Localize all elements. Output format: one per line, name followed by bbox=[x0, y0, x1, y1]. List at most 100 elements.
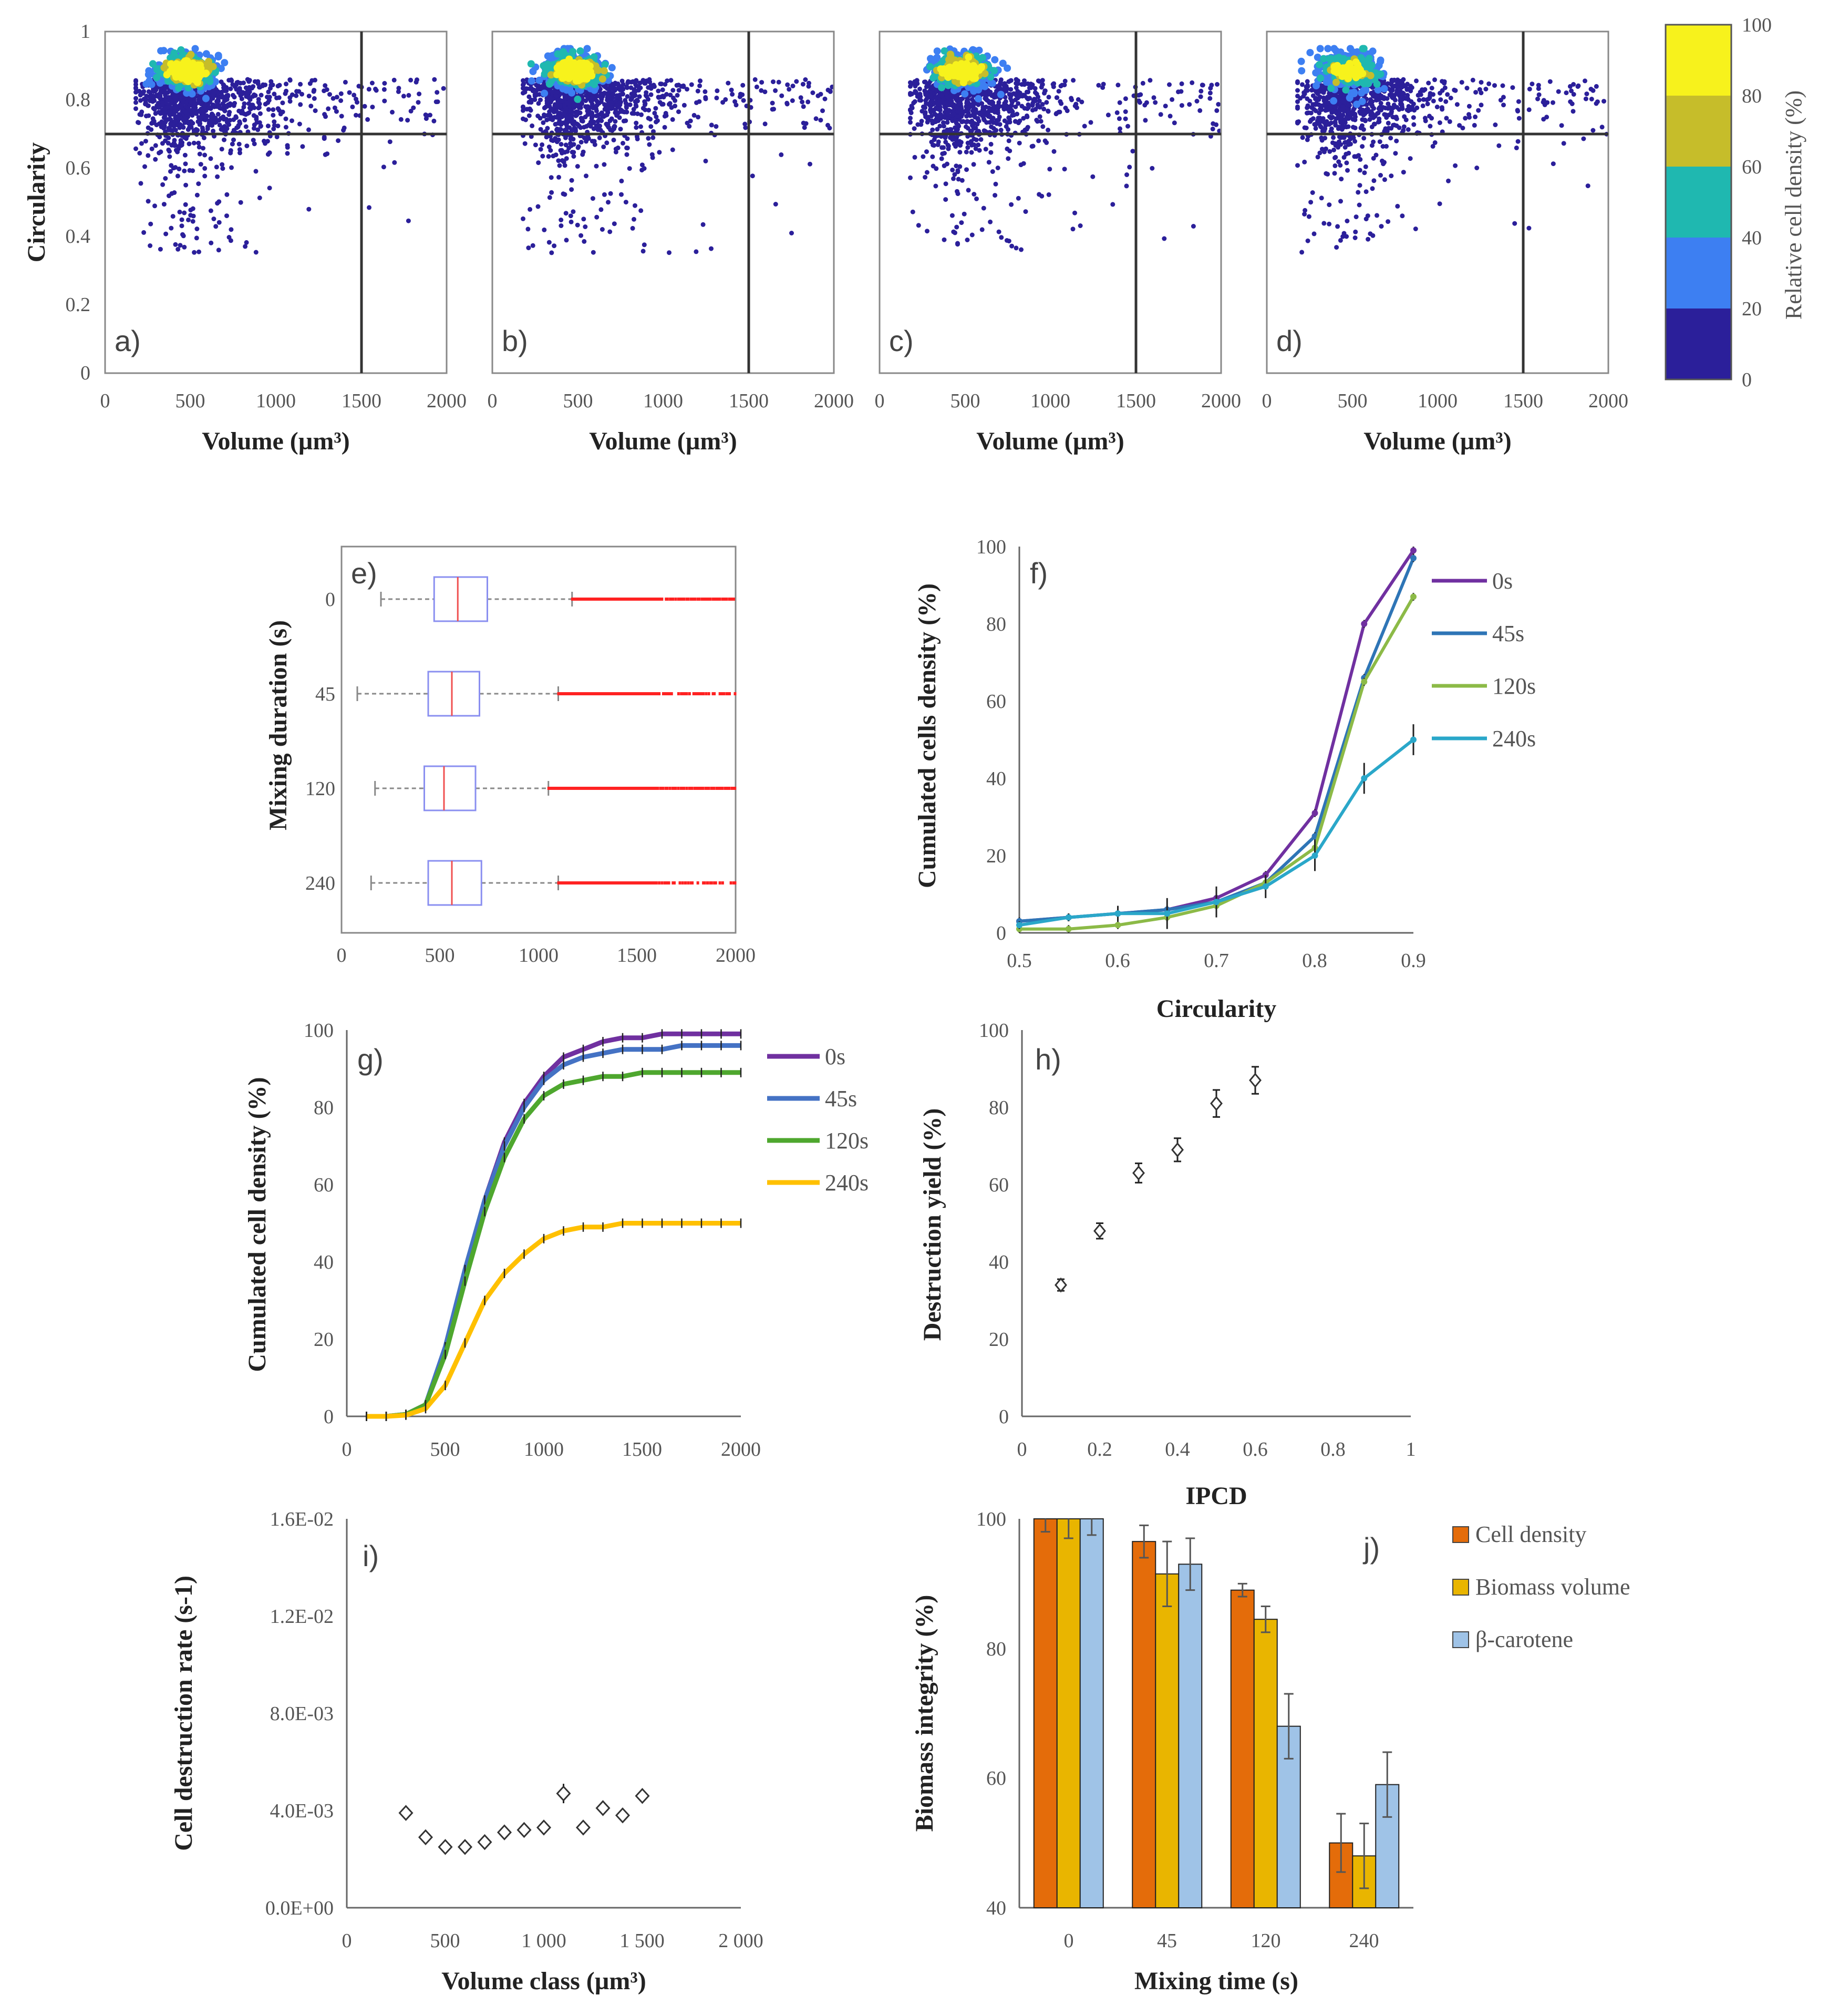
density-point bbox=[170, 49, 178, 57]
scatter-point bbox=[1153, 100, 1158, 105]
scatter-point bbox=[202, 152, 208, 158]
scatter-point bbox=[689, 82, 694, 87]
scatter-point bbox=[215, 174, 220, 179]
scatter-point bbox=[283, 125, 288, 130]
scatter-point bbox=[916, 223, 921, 228]
scatter-point bbox=[946, 108, 952, 113]
scatter-point bbox=[526, 113, 532, 118]
scatter-point bbox=[387, 139, 392, 145]
scatter-point bbox=[233, 114, 239, 119]
scatter-point bbox=[584, 173, 588, 179]
scatter-point bbox=[1039, 193, 1045, 199]
scatter-point bbox=[1046, 109, 1051, 114]
scatter-point bbox=[208, 121, 213, 127]
scatter-point bbox=[670, 88, 676, 93]
scatter-point bbox=[1198, 94, 1203, 99]
scatter-point bbox=[982, 108, 987, 114]
scatter-point bbox=[1124, 183, 1129, 189]
scatter-point bbox=[243, 124, 249, 129]
scatter-point bbox=[957, 150, 963, 155]
scatter-point bbox=[163, 231, 169, 236]
scatter-point bbox=[657, 100, 663, 105]
scatter-point bbox=[923, 174, 928, 180]
scatter-point bbox=[352, 92, 357, 98]
scatter-point bbox=[594, 114, 599, 118]
scatter-point bbox=[1009, 99, 1015, 105]
scatter-point bbox=[280, 109, 285, 115]
scatter-point bbox=[232, 101, 237, 106]
scatter-point bbox=[151, 94, 156, 99]
density-point bbox=[535, 76, 543, 84]
scatter-point bbox=[214, 119, 219, 125]
scatter-point bbox=[1007, 117, 1012, 122]
scatter-point bbox=[703, 96, 708, 101]
scatter-point bbox=[675, 92, 680, 98]
scatter-point bbox=[1062, 78, 1068, 84]
scatter-point bbox=[551, 109, 556, 115]
scatter-point bbox=[569, 178, 574, 183]
scatter-point bbox=[762, 89, 768, 95]
scatter-point bbox=[908, 120, 913, 125]
scatter-point bbox=[181, 233, 186, 239]
scatter-point bbox=[591, 250, 596, 255]
scatter-point bbox=[971, 162, 976, 167]
scatter-point bbox=[626, 79, 631, 84]
scatter-point bbox=[287, 99, 293, 104]
density-point bbox=[188, 90, 196, 98]
scatter-point bbox=[165, 105, 170, 110]
scatter-point bbox=[1035, 102, 1040, 107]
scatter-point bbox=[946, 143, 951, 149]
scatter-point bbox=[647, 142, 652, 147]
scatter-point bbox=[1009, 202, 1014, 207]
scatter-point bbox=[615, 94, 620, 99]
scatter-point bbox=[623, 200, 628, 205]
scatter-point bbox=[401, 94, 406, 99]
scatter-point bbox=[992, 109, 997, 115]
density-point bbox=[582, 69, 590, 77]
scatter-point bbox=[311, 89, 316, 94]
scatter-point bbox=[697, 99, 702, 104]
scatter-point bbox=[374, 88, 379, 93]
scatter-point bbox=[1199, 88, 1204, 94]
scatter-point bbox=[908, 84, 913, 89]
scatter-point bbox=[954, 120, 959, 126]
scatter-point bbox=[974, 137, 979, 142]
scatter-point bbox=[1148, 78, 1153, 83]
scatter-point bbox=[179, 223, 184, 229]
scatter-point bbox=[914, 78, 920, 83]
scatter-point bbox=[578, 125, 583, 130]
scatter-point bbox=[313, 108, 318, 114]
scatter-point bbox=[275, 84, 281, 89]
scatter-point bbox=[306, 94, 312, 99]
scatter-point bbox=[253, 169, 259, 174]
scatter-point bbox=[533, 142, 538, 148]
scatter-point bbox=[406, 218, 411, 223]
scatter-point bbox=[583, 98, 588, 104]
scatter-point bbox=[192, 250, 197, 255]
scatter-point bbox=[167, 116, 172, 121]
scatter-point bbox=[199, 107, 204, 112]
scatter-point bbox=[223, 117, 229, 122]
scatter-point bbox=[306, 127, 311, 132]
scatter-point bbox=[547, 104, 552, 109]
panel-b-xtick: 1500 bbox=[729, 390, 769, 412]
scatter-point bbox=[1006, 156, 1011, 161]
scatter-point bbox=[243, 244, 248, 249]
scatter-point bbox=[350, 104, 355, 109]
scatter-point bbox=[168, 127, 173, 132]
scatter-point bbox=[644, 90, 649, 95]
scatter-point bbox=[339, 114, 344, 119]
density-point bbox=[567, 70, 575, 78]
scatter-point bbox=[158, 111, 163, 116]
scatter-point bbox=[921, 104, 926, 109]
scatter-point bbox=[942, 163, 947, 168]
scatter-point bbox=[779, 93, 784, 98]
scatter-point bbox=[201, 146, 205, 151]
scatter-point bbox=[149, 146, 154, 151]
scatter-point bbox=[163, 119, 168, 124]
scatter-point bbox=[325, 151, 330, 157]
scatter-point bbox=[987, 115, 993, 120]
scatter-point bbox=[322, 135, 327, 140]
scatter-point bbox=[642, 80, 647, 86]
scatter-point bbox=[959, 178, 965, 183]
